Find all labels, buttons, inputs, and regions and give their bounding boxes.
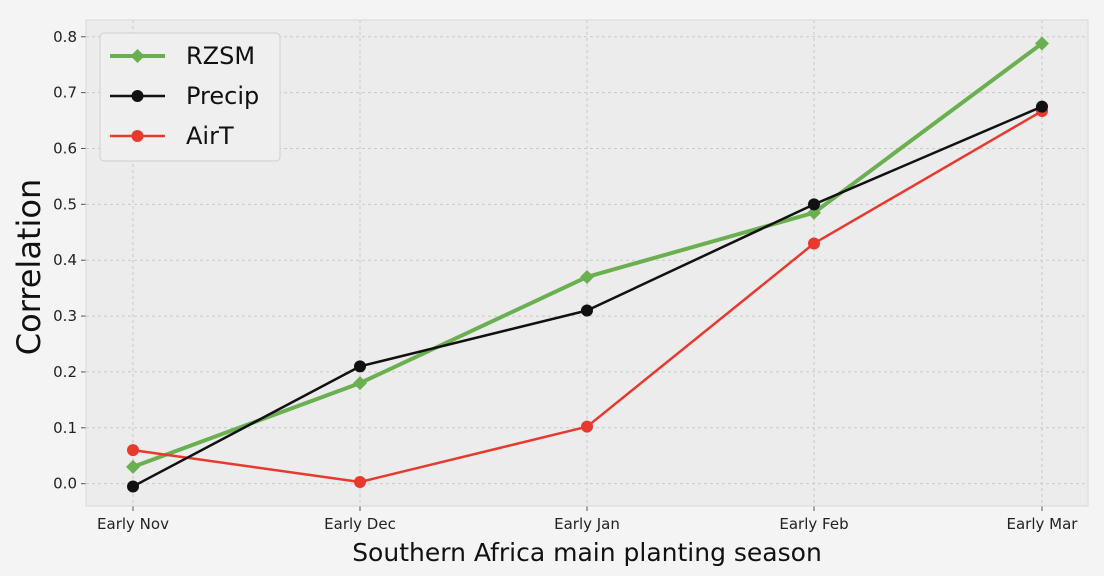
x-axis-ticks: Early Nov Early Dec Early Jan Early Feb Earl…: [97, 506, 1078, 533]
plot-border: [85, 19, 1089, 507]
legend-label: RZSM: [186, 42, 255, 70]
series-layer: [126, 36, 1049, 493]
data-point-rzsm: [1035, 36, 1049, 51]
y-tick-label: 0.6: [53, 139, 77, 157]
data-point-rzsm: [353, 376, 367, 391]
data-point-precip: [1036, 100, 1048, 113]
legend-item-rzsm: RZSM: [110, 42, 255, 70]
data-point-precip: [581, 304, 593, 317]
data-point-rzsm: [580, 269, 594, 284]
legend-box: [99, 32, 281, 162]
legend-marker: [131, 90, 144, 102]
y-axis-ticks: 0.0 0.1 0.2 0.3 0.4 0.5 0.6 0.7 0.8: [53, 28, 86, 493]
data-point-precip: [127, 480, 139, 493]
x-axis-label: Southern Africa main planting season: [352, 538, 822, 567]
grid-lines: [86, 20, 1088, 506]
x-tick-label: Early Mar: [1007, 515, 1079, 533]
data-point-airt: [354, 475, 366, 488]
data-point-rzsm: [126, 459, 140, 474]
y-tick-label: 0.4: [53, 251, 77, 269]
legend-marker: [130, 49, 145, 63]
data-point-airt: [581, 420, 593, 433]
x-tick-label: Early Jan: [554, 515, 620, 533]
legend-label: Precip: [186, 82, 259, 110]
series-rzsm: [126, 36, 1049, 474]
legend-label: AirT: [186, 122, 234, 150]
y-tick-label: 0.8: [53, 28, 77, 46]
data-point-precip: [354, 360, 366, 373]
x-tick-label: Early Dec: [324, 515, 396, 533]
y-tick-label: 0.1: [53, 419, 77, 437]
y-axis-label: Correlation: [10, 179, 48, 355]
y-tick-label: 0.3: [53, 307, 77, 325]
x-tick-label: Early Feb: [779, 515, 848, 533]
data-point-airt: [808, 237, 820, 250]
y-tick-label: 0.5: [53, 195, 77, 213]
data-point-precip: [808, 198, 820, 211]
legend: RZSM Precip AirT: [99, 32, 281, 162]
data-point-rzsm: [807, 205, 821, 220]
legend-marker: [131, 130, 144, 142]
legend-item-precip: Precip: [110, 82, 259, 110]
y-tick-label: 0.0: [53, 475, 77, 493]
x-tick-label: Early Nov: [97, 515, 169, 533]
legend-item-airt: AirT: [110, 122, 234, 150]
y-tick-label: 0.2: [53, 363, 77, 381]
y-tick-label: 0.7: [53, 84, 77, 102]
data-point-airt: [127, 444, 139, 457]
series-precip: [127, 100, 1048, 493]
